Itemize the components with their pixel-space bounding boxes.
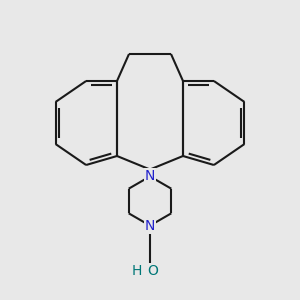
Text: O: O [148, 264, 158, 278]
Text: H: H [131, 264, 142, 278]
Text: N: N [145, 169, 155, 183]
Text: N: N [145, 219, 155, 232]
